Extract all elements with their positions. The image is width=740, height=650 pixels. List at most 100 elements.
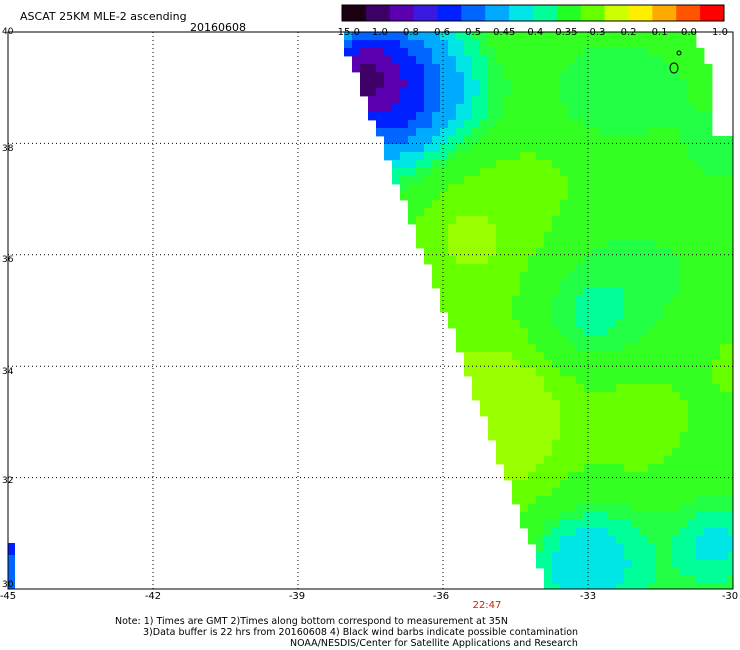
swath-cell <box>592 480 601 489</box>
swath-cell <box>600 560 609 569</box>
swath-cell <box>504 472 513 481</box>
swath-cell <box>464 112 473 121</box>
swath-cell <box>512 64 521 73</box>
swath-cell <box>552 232 561 241</box>
swath-cell <box>648 448 657 457</box>
swath-cell <box>608 224 617 233</box>
swath-cell <box>640 384 649 393</box>
swath-cell <box>696 584 705 590</box>
swath-cell <box>448 64 457 73</box>
swath-cell <box>728 192 734 201</box>
lon-label-45: -45 <box>0 591 17 602</box>
swath-cell <box>544 568 553 577</box>
swath-cell <box>472 344 481 353</box>
swath-cell <box>568 456 577 465</box>
swath-cell <box>576 376 585 385</box>
swath-cell <box>552 424 561 433</box>
swath-cell <box>480 352 489 361</box>
swath-cell <box>456 128 465 137</box>
swath-cell <box>480 200 489 209</box>
swath-cell <box>512 232 521 241</box>
swath-cell <box>640 192 649 201</box>
swath-cell <box>464 336 473 345</box>
swath-cell <box>576 208 585 217</box>
swath-cell <box>424 248 433 257</box>
swath-cell <box>672 48 681 57</box>
swath-cell <box>536 256 545 265</box>
swath-cell <box>592 504 601 513</box>
swath-cell <box>488 424 497 433</box>
swath-cell <box>608 464 617 473</box>
swath-cell <box>632 248 641 257</box>
swath-cell <box>688 352 697 361</box>
swath-cell <box>688 48 697 57</box>
swath-cell <box>552 224 561 233</box>
swath-cell <box>488 320 497 329</box>
swath-cell <box>408 184 417 193</box>
swath-cell <box>408 80 417 89</box>
swath-cell <box>496 240 505 249</box>
swath-cell <box>696 472 705 481</box>
swath-cell <box>592 64 601 73</box>
swath-cell <box>528 328 537 337</box>
swath-cell <box>544 584 553 590</box>
swath-cell <box>712 240 721 249</box>
swath-cell <box>528 168 537 177</box>
swath-cell <box>720 312 729 321</box>
swath-cell <box>384 32 393 41</box>
swath-cell <box>704 144 713 153</box>
swath-cell <box>552 544 561 553</box>
swath-cell <box>608 88 617 97</box>
swath-cell <box>560 328 569 337</box>
swath-cell <box>592 168 601 177</box>
swath-cell <box>536 56 545 65</box>
swath-cell <box>512 224 521 233</box>
swath-cell <box>440 232 449 241</box>
swath-cell <box>648 520 657 529</box>
swath-cell <box>688 392 697 401</box>
swath-cell <box>600 40 609 49</box>
swath-cell <box>376 64 385 73</box>
swath-cell <box>632 480 641 489</box>
swath-cell <box>712 224 721 233</box>
swath-cell <box>664 496 673 505</box>
swath-cell <box>408 56 417 65</box>
swath-cell <box>632 328 641 337</box>
swath-cell <box>488 120 497 129</box>
swath-cell <box>424 136 433 145</box>
swath-cell <box>632 400 641 409</box>
swath-cell <box>544 536 553 545</box>
swath-cell <box>576 72 585 81</box>
swath-cell <box>576 232 585 241</box>
swath-cell <box>552 304 561 313</box>
swath-cell <box>520 328 529 337</box>
swath-cell <box>464 128 473 137</box>
swath-cell <box>488 112 497 121</box>
swath-cell <box>472 160 481 169</box>
swath-cell <box>680 160 689 169</box>
swath-cell <box>568 320 577 329</box>
swath-cell <box>544 504 553 513</box>
swath-cell <box>464 192 473 201</box>
swath-cell <box>440 296 449 305</box>
swath-cell <box>648 512 657 521</box>
swath-cell <box>632 376 641 385</box>
swath-cell <box>696 568 705 577</box>
swath-cell <box>424 112 433 121</box>
swath-cell <box>576 552 585 561</box>
swath-cell <box>728 544 734 553</box>
swath-cell <box>608 400 617 409</box>
swath-cell <box>432 272 441 281</box>
swath-cell <box>440 288 449 297</box>
swath-cell <box>456 304 465 313</box>
swath-cell <box>616 392 625 401</box>
swath-cell <box>496 128 505 137</box>
swath-cell <box>672 96 681 105</box>
swath-cell <box>512 136 521 145</box>
swath-cell <box>544 368 553 377</box>
swath-cell <box>600 280 609 289</box>
swath-cell <box>648 192 657 201</box>
colorbar-swatch <box>413 5 438 21</box>
swath-cell <box>488 96 497 105</box>
swath-cell <box>720 584 729 590</box>
